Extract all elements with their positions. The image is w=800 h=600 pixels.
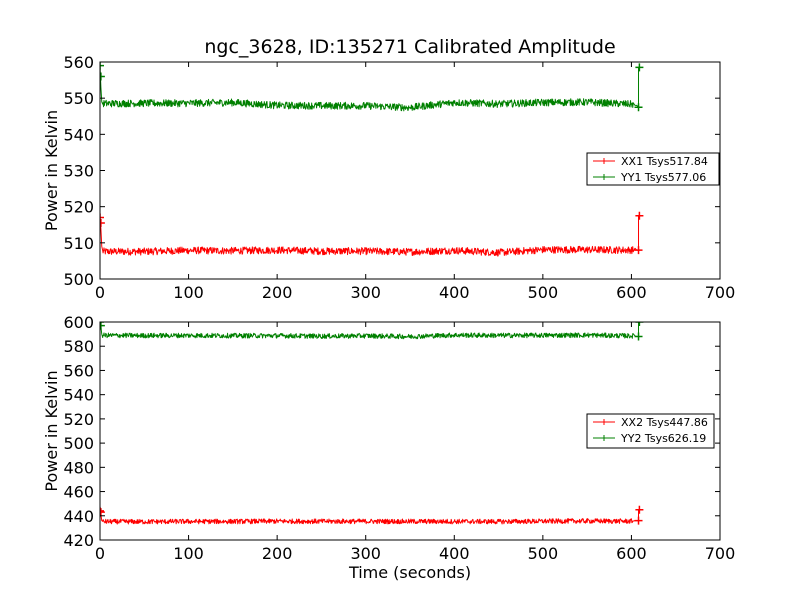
series-marker <box>635 505 644 514</box>
x-tick-label: 400 <box>439 283 470 302</box>
series-marker <box>635 322 644 326</box>
x-tick-label: 200 <box>262 283 293 302</box>
x-tick-label: 600 <box>616 544 647 563</box>
series-line-xx <box>100 215 640 257</box>
y-tick-label: 520 <box>63 410 94 429</box>
x-tick-label: 0 <box>95 283 105 302</box>
y-tick-label: 550 <box>63 89 94 108</box>
x-tick-label: 600 <box>616 283 647 302</box>
chart-title: ngc_3628, ID:135271 Calibrated Amplitude <box>204 36 615 58</box>
legend: XX2 Tsys447.86 YY2 Tsys626.19 <box>586 413 715 449</box>
plot-area <box>100 322 644 525</box>
y-tick-label: 540 <box>63 125 94 144</box>
y-axis-label: Power in Kelvin <box>42 110 61 231</box>
y-tick-label: 500 <box>63 434 94 453</box>
legend-box <box>586 413 715 449</box>
legend-entry-label: XX1 Tsys517.84 <box>621 155 708 168</box>
x-tick-label: 300 <box>350 283 381 302</box>
y-tick-label: 580 <box>63 337 94 356</box>
x-tick-label: 200 <box>262 544 293 563</box>
x-tick-label: 300 <box>350 544 381 563</box>
series-marker <box>100 72 105 81</box>
series-marker <box>100 322 105 330</box>
series-marker <box>634 516 643 525</box>
series-marker <box>634 332 643 341</box>
legend: XX1 Tsys517.84 YY1 Tsys577.06 <box>586 152 720 186</box>
plot-area <box>100 62 644 257</box>
top-panel: 0 100 200 300 400 500 600 700 500 510 520 530 540 550… <box>42 53 735 302</box>
y-tick-label: 530 <box>63 162 94 181</box>
x-tick-label: 500 <box>528 544 559 563</box>
series-line-yy <box>100 65 640 112</box>
series-marker <box>635 211 644 220</box>
x-axis-label: Time (seconds) <box>348 563 471 582</box>
series-marker <box>635 63 644 72</box>
y-tick-label: 560 <box>63 53 94 72</box>
y-tick-label: 420 <box>63 531 94 550</box>
x-tick-label: 700 <box>705 283 736 302</box>
x-tick-label: 100 <box>173 544 204 563</box>
legend-entry-label: YY1 Tsys577.06 <box>620 171 706 184</box>
legend-entry-label: YY2 Tsys626.19 <box>620 432 706 445</box>
x-tick-label: 500 <box>528 283 559 302</box>
x-tick-label: 0 <box>95 544 105 563</box>
y-tick-label: 460 <box>63 483 94 502</box>
y-tick-label: 480 <box>63 458 94 477</box>
y-tick-label: 600 <box>63 313 94 332</box>
y-tick-label: 520 <box>63 198 94 217</box>
y-tick-label: 440 <box>63 507 94 526</box>
series-marker <box>634 246 643 255</box>
series-marker <box>100 506 104 515</box>
legend-box <box>586 152 720 186</box>
series-marker <box>100 218 105 227</box>
y-tick-label: 510 <box>63 234 94 253</box>
series-line-yy <box>100 322 640 340</box>
bottom-panel: 0 100 200 300 400 500 600 700 420 440 460 480 500 520… <box>42 313 735 582</box>
x-tick-label: 100 <box>173 283 204 302</box>
y-tick-label: 560 <box>63 361 94 380</box>
series-marker <box>634 103 643 112</box>
x-tick-label: 400 <box>439 544 470 563</box>
series-marker <box>100 62 104 70</box>
series-marker <box>100 508 105 517</box>
y-axis-label: Power in Kelvin <box>42 370 61 491</box>
series-marker <box>100 213 104 222</box>
y-tick-label: 500 <box>63 270 94 289</box>
series-line-xx <box>100 509 640 525</box>
x-tick-label: 700 <box>705 544 736 563</box>
legend-entry-label: XX2 Tsys447.86 <box>621 416 708 429</box>
y-tick-label: 540 <box>63 386 94 405</box>
axes-frame <box>99 321 721 541</box>
